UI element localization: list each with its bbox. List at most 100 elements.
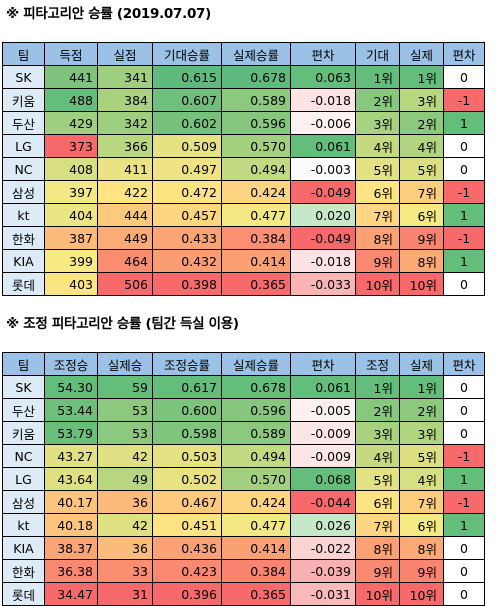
cell-allowed: 33 [97,559,153,583]
cell-act-rank: 3위 [399,421,444,445]
cell-exp-rank: 2위 [355,88,400,112]
cell-act-rank: 7위 [399,180,444,204]
cell-team: 키움 [2,421,45,445]
table2-header-runs: 조정승 [44,352,98,376]
table2-header-allowed: 실제승 [97,352,153,376]
table1-header-rank-diff: 편차 [443,42,485,66]
cell-actual-pct: 0.494 [221,157,291,181]
cell-exp-rank: 6위 [355,490,400,514]
cell-runs: 404 [44,203,98,227]
cell-expected-pct: 0.423 [152,559,222,583]
cell-diff: 0.068 [290,467,356,491]
cell-actual-pct: 0.589 [221,88,291,112]
cell-act-rank: 2위 [399,111,444,135]
cell-actual-pct: 0.384 [221,226,291,250]
cell-actual-pct: 0.596 [221,111,291,135]
cell-diff: -0.049 [290,226,356,250]
cell-expected-pct: 0.432 [152,249,222,273]
cell-team: LG [2,467,45,491]
table2-header-diff: 편차 [290,352,356,376]
cell-exp-rank: 1위 [355,65,400,89]
cell-exp-rank: 10위 [355,272,400,296]
cell-exp-rank: 8위 [355,536,400,560]
cell-act-rank: 7위 [399,490,444,514]
cell-diff: 0.061 [290,375,356,399]
cell-expected-pct: 0.509 [152,134,222,158]
cell-team: 두산 [2,111,45,135]
cell-allowed: 366 [97,134,153,158]
cell-expected-pct: 0.502 [152,467,222,491]
cell-rank-diff: 0 [443,157,485,181]
cell-act-rank: 1위 [399,375,444,399]
cell-diff: -0.022 [290,536,356,560]
cell-team: LG [2,134,45,158]
cell-actual-pct: 0.678 [221,65,291,89]
cell-actual-pct: 0.596 [221,398,291,422]
table1-header-row: 팀 득점 실점 기대승률 실제승률 편차 기대 실제 편차 [2,42,485,66]
cell-exp-rank: 7위 [355,203,400,227]
cell-runs: 429 [44,111,98,135]
cell-expected-pct: 0.598 [152,421,222,445]
cell-actual-pct: 0.365 [221,272,291,296]
table1-body: SK 441 341 0.615 0.678 0.063 1위 1위 0 키움 488 384 0.60… [2,65,485,296]
cell-diff: 0.063 [290,65,356,89]
cell-runs: 488 [44,88,98,112]
cell-diff: -0.049 [290,180,356,204]
table-row: 한화 387 449 0.433 0.384 -0.049 8위 9위 -1 [2,226,485,250]
cell-diff: -0.033 [290,272,356,296]
cell-act-rank: 3위 [399,88,444,112]
cell-runs: 53.79 [44,421,98,445]
cell-expected-pct: 0.617 [152,375,222,399]
cell-diff: -0.031 [290,582,356,606]
cell-rank-diff: 0 [443,65,485,89]
cell-runs: 38.37 [44,536,98,560]
cell-act-rank: 4위 [399,134,444,158]
table-row: kt 40.18 42 0.451 0.477 0.026 7위 6위 1 [2,513,485,537]
cell-exp-rank: 5위 [355,157,400,181]
cell-allowed: 53 [97,398,153,422]
cell-actual-pct: 0.477 [221,513,291,537]
cell-act-rank: 9위 [399,226,444,250]
cell-rank-diff: 1 [443,203,485,227]
cell-exp-rank: 1위 [355,375,400,399]
cell-act-rank: 10위 [399,272,444,296]
cell-diff: 0.026 [290,513,356,537]
cell-expected-pct: 0.615 [152,65,222,89]
table-row: 키움 488 384 0.607 0.589 -0.018 2위 3위 -1 [2,88,485,112]
cell-diff: -0.018 [290,249,356,273]
cell-diff: -0.018 [290,88,356,112]
cell-expected-pct: 0.607 [152,88,222,112]
cell-exp-rank: 6위 [355,180,400,204]
table-row: KIA 399 464 0.432 0.414 -0.018 9위 8위 1 [2,249,485,273]
table1-title: ※ 피타고리안 승률 (2019.07.07) [6,6,212,22]
cell-exp-rank: 4위 [355,444,400,468]
cell-rank-diff: 0 [443,272,485,296]
cell-act-rank: 9위 [399,559,444,583]
table-row: kt 404 444 0.457 0.477 0.020 7위 6위 1 [2,203,485,227]
cell-team: 롯데 [2,582,45,606]
cell-rank-diff: 1 [443,249,485,273]
cell-team: KIA [2,249,45,273]
cell-rank-diff: -1 [443,88,485,112]
cell-rank-diff: -1 [443,490,485,514]
cell-team: 한화 [2,226,45,250]
table2-body: SK 54.30 59 0.617 0.678 0.061 1위 1위 0 두산 53.44 53 0.… [2,375,485,606]
table1-header-expected-pct: 기대승률 [152,42,222,66]
cell-runs: 397 [44,180,98,204]
cell-runs: 36.38 [44,559,98,583]
cell-expected-pct: 0.457 [152,203,222,227]
cell-expected-pct: 0.398 [152,272,222,296]
cell-rank-diff: 0 [443,398,485,422]
table-row: 롯데 34.47 31 0.396 0.365 -0.031 10위 10위 0 [2,582,485,606]
cell-actual-pct: 0.570 [221,467,291,491]
table1-header-actual-pct: 실제승률 [221,42,291,66]
cell-actual-pct: 0.678 [221,375,291,399]
cell-team: kt [2,513,45,537]
cell-rank-diff: 0 [443,134,485,158]
cell-diff: -0.003 [290,157,356,181]
cell-runs: 408 [44,157,98,181]
cell-allowed: 42 [97,513,153,537]
cell-diff: -0.009 [290,444,356,468]
table2-header-row: 팀 조정승 실제승 조정승률 실제승률 편차 조정 실제 편차 [2,352,485,376]
cell-diff: -0.006 [290,111,356,135]
